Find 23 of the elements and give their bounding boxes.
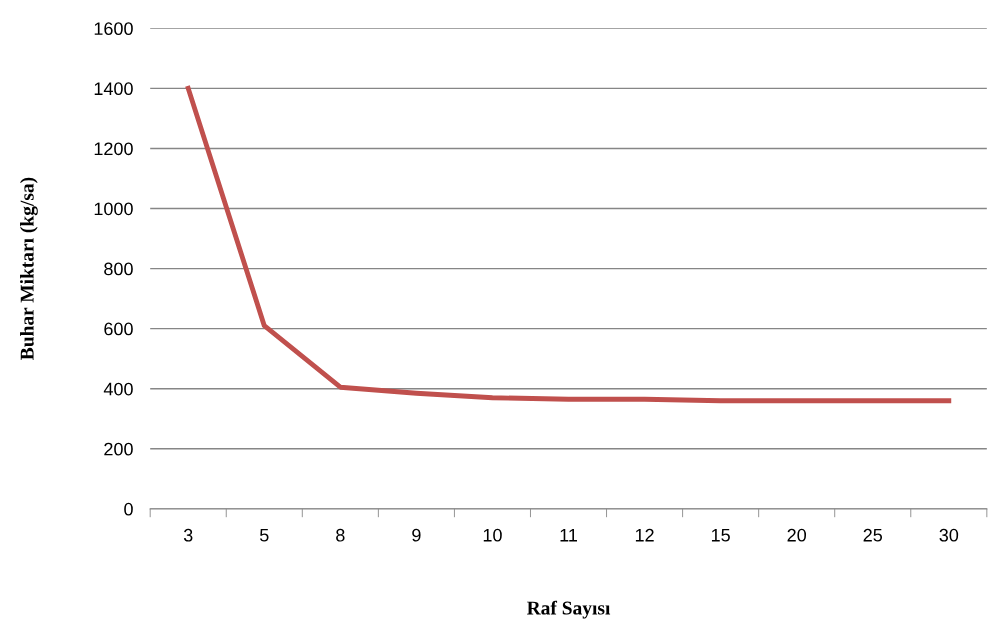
x-tick-label: 10 [483,528,502,542]
y-tick-label: 600 [104,322,133,336]
x-tick-label: 30 [939,528,959,542]
x-tick-label: 20 [787,528,807,542]
x-axis-title: Raf Sayısı [526,600,611,619]
y-axis-title: Buhar Miktarı (kg/sa) [20,177,38,360]
x-tick-label: 5 [259,528,269,542]
y-tick-label: 1200 [94,142,133,156]
y-tick-label: 1600 [94,22,133,36]
x-tick-label: 8 [336,528,345,542]
y-tick-label: 0 [124,502,133,516]
x-tick-label: 9 [412,528,421,542]
y-tick-label: 200 [104,442,133,456]
x-tick-label: 15 [711,528,730,542]
y-tick-label: 400 [103,382,133,396]
y-tick-label: 800 [104,262,133,276]
x-tick-label: 25 [863,528,883,542]
x-tick-label: 3 [183,528,193,542]
y-tick-label: 1000 [94,202,133,216]
x-tick-label: 11 [560,528,578,542]
x-tick-label: 12 [635,528,654,542]
line-series [185,85,952,404]
y-tick-label: 1400 [94,82,133,96]
